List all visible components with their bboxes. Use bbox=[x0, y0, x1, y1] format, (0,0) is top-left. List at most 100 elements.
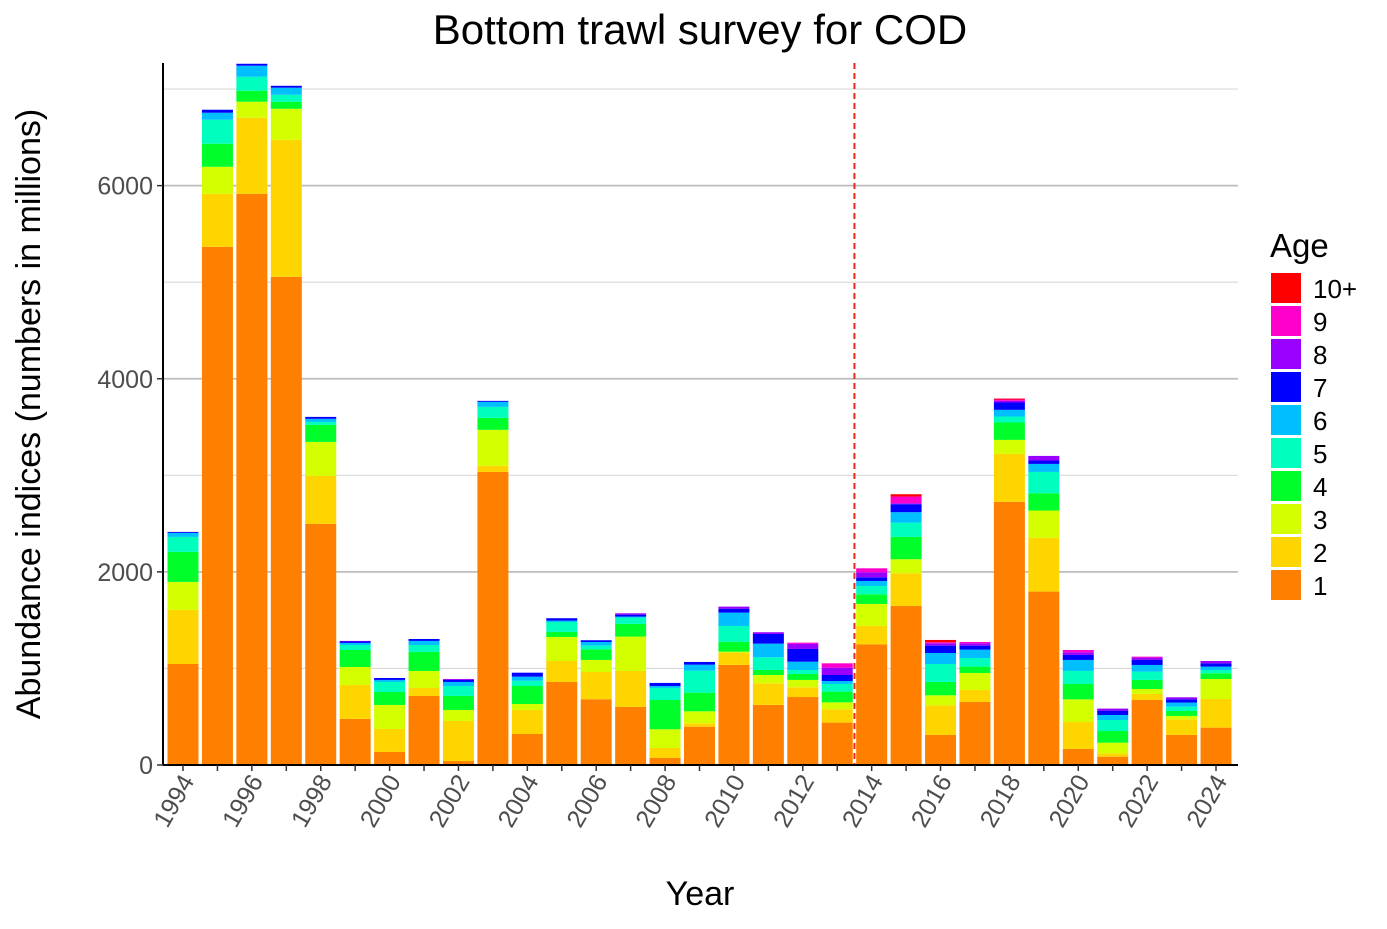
bar-segment-age-3 bbox=[236, 101, 268, 118]
bar-segment-age-3 bbox=[1166, 715, 1198, 720]
bar-segment-age-2 bbox=[408, 687, 440, 696]
x-tick-label: 1998 bbox=[286, 770, 338, 832]
bar-segment-age-6 bbox=[339, 642, 371, 645]
bar-segment-age-4 bbox=[821, 691, 853, 703]
x-tick-label: 2018 bbox=[975, 770, 1027, 832]
bar-segment-age-5 bbox=[890, 522, 922, 537]
bar-segment-age-4 bbox=[580, 649, 612, 660]
bar-segment-age-2 bbox=[1028, 537, 1060, 592]
bar-segment-age-4 bbox=[856, 594, 888, 604]
bar-segment-age-1 bbox=[1131, 700, 1163, 765]
legend-label: 5 bbox=[1313, 439, 1327, 469]
bar-segment-age-7 bbox=[1062, 654, 1094, 660]
bar-segment-age-5 bbox=[1200, 669, 1232, 674]
x-tick-label: 2004 bbox=[492, 770, 544, 832]
bar-segment-age-1 bbox=[167, 663, 199, 765]
bar-segment-age-7 bbox=[615, 614, 647, 617]
bar-segment-age-6 bbox=[201, 112, 233, 120]
bar-segment-age-5 bbox=[993, 416, 1025, 423]
bar-segment-age-6 bbox=[787, 661, 819, 670]
bar-segment-age-8 bbox=[1097, 708, 1129, 711]
legend-label: 3 bbox=[1313, 505, 1327, 535]
bar-segment-age-6 bbox=[1062, 659, 1094, 671]
bar-segment-age-4 bbox=[270, 101, 302, 109]
legend-label: 7 bbox=[1313, 373, 1327, 403]
bar-segment-age-2 bbox=[270, 139, 302, 277]
bar-segment-age-5 bbox=[374, 681, 406, 692]
bar-segment-age-5 bbox=[821, 683, 853, 692]
bar-segment-age-2 bbox=[374, 728, 406, 752]
bar-segment-age-3 bbox=[511, 703, 543, 710]
bar-segment-age-4 bbox=[959, 666, 991, 673]
bar-segment-age-5 bbox=[684, 670, 715, 693]
bar-segment-age-4 bbox=[1028, 493, 1060, 511]
bar-segment-age-1 bbox=[959, 701, 991, 765]
bar-segment-age-7 bbox=[201, 109, 233, 113]
bar-segment-age-5 bbox=[305, 421, 337, 425]
bar-segment-age-6 bbox=[408, 640, 440, 645]
legend-key-age-8 bbox=[1271, 339, 1301, 369]
bar-segment-age-6 bbox=[1131, 664, 1163, 672]
bar-segment-age-4 bbox=[477, 417, 509, 430]
bar-segment-age-3 bbox=[649, 729, 681, 749]
bar-segment-age-7 bbox=[236, 63, 268, 66]
bar-stack-2005 bbox=[546, 618, 578, 765]
bar-segment-age-3 bbox=[1028, 510, 1060, 538]
bar-segment-age-8 bbox=[615, 613, 647, 615]
bar-segment-age-5 bbox=[339, 644, 371, 650]
bar-segment-age-4 bbox=[167, 551, 199, 582]
bar-segment-age-1 bbox=[236, 193, 268, 765]
bar-segment-age-7 bbox=[305, 416, 337, 419]
x-tick-label: 2010 bbox=[699, 770, 751, 832]
bar-segment-age-7 bbox=[959, 645, 991, 650]
bar-segment-age-4 bbox=[236, 90, 268, 102]
bar-stack-1996 bbox=[236, 63, 268, 765]
bar-segment-age-9 bbox=[1062, 649, 1094, 653]
x-tick-label: 2002 bbox=[424, 770, 476, 832]
bar-segment-age-4 bbox=[615, 623, 647, 637]
bar-segment-age-6 bbox=[684, 664, 715, 671]
bar-segment-age-4 bbox=[442, 695, 474, 710]
bar-segment-age-3 bbox=[787, 679, 819, 688]
bar-segment-age-3 bbox=[1097, 742, 1129, 754]
bar-stack-2003 bbox=[477, 400, 509, 765]
bar-segment-age-2 bbox=[339, 684, 371, 719]
bar-segment-age-5 bbox=[477, 406, 509, 418]
bar-segment-age-6 bbox=[1028, 463, 1060, 472]
bar-segment-age-2 bbox=[959, 689, 991, 702]
bar-segment-age-9 bbox=[890, 496, 922, 504]
bar-segment-age-7 bbox=[511, 672, 543, 677]
bar-segment-age-6 bbox=[546, 620, 578, 622]
bar-segment-age-7 bbox=[993, 402, 1025, 410]
bar-segment-age-6 bbox=[442, 681, 474, 687]
y-axis-label: Abundance indices (numbers in millions) bbox=[10, 109, 48, 719]
bar-stack-1994 bbox=[167, 531, 199, 765]
y-tick-label: 2000 bbox=[97, 559, 153, 587]
bar-segment-age-9 bbox=[821, 663, 853, 668]
legend-key-age-10plus bbox=[1271, 273, 1301, 303]
bar-segment-age-2 bbox=[752, 683, 784, 705]
bar-segment-age-8 bbox=[993, 400, 1025, 403]
bar-segment-age-7 bbox=[1028, 460, 1060, 464]
bar-segment-age-7 bbox=[821, 675, 853, 681]
bar-segment-age-7 bbox=[684, 661, 715, 665]
bar-segment-age-4 bbox=[890, 536, 922, 560]
bar-stack-2019 bbox=[1028, 455, 1060, 765]
bar-segment-age-3 bbox=[1200, 678, 1232, 699]
legend-title: Age bbox=[1270, 227, 1329, 264]
bar-segment-age-1 bbox=[1200, 727, 1232, 765]
bar-stack-2012 bbox=[787, 642, 819, 765]
bar-segment-age-1 bbox=[925, 734, 957, 765]
bar-stack-2004 bbox=[511, 672, 543, 765]
bar-segment-age-2 bbox=[993, 453, 1025, 502]
bar-segment-age-1 bbox=[821, 722, 853, 765]
legend-key-age-2 bbox=[1271, 537, 1301, 567]
bar-segment-age-5 bbox=[511, 680, 543, 687]
bar-segment-age-7 bbox=[167, 531, 199, 533]
bar-segment-age-8 bbox=[1200, 661, 1232, 664]
bar-segment-age-4 bbox=[546, 631, 578, 637]
bar-segment-age-2 bbox=[167, 609, 199, 664]
bar-segment-age-4 bbox=[787, 673, 819, 680]
bar-stack-2008 bbox=[649, 682, 681, 765]
